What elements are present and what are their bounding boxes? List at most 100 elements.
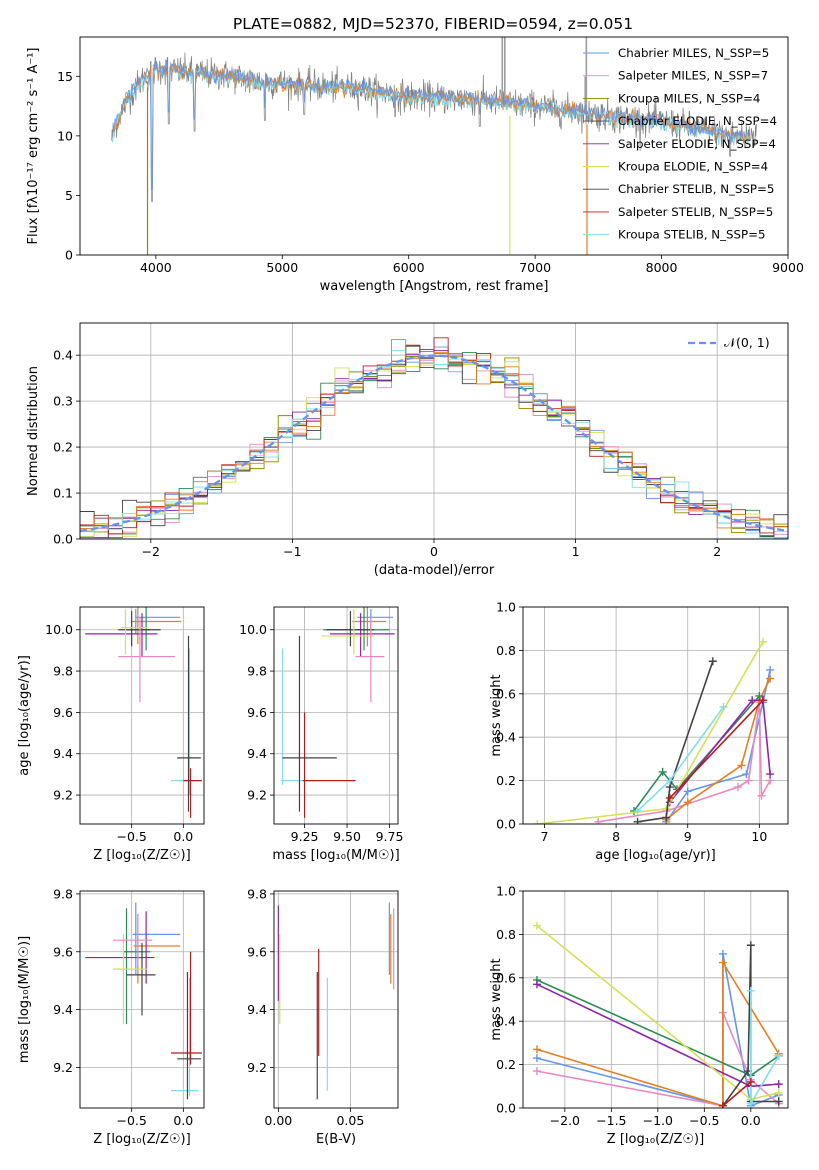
x-tick-label: 0.0 [173,829,193,844]
point-marker [718,1101,727,1108]
y-tick-label: 0.4 [496,730,516,745]
x-tick-label: −1.0 [643,1113,673,1128]
residuals-plot-area [80,337,788,539]
model-spectrum [111,59,751,190]
y-tick-label: 9.2 [247,1060,267,1075]
legend-entry: Salpeter MILES, N_SSP=7 [618,69,768,83]
legend-entry: 𝒩(0, 1) [724,335,770,350]
x-tick-label: 0.0 [741,1113,761,1128]
y-tick-label: 0.0 [496,1101,516,1116]
point-marker [708,657,717,666]
x-axis-label: mass [log₁₀(M/M☉)] [272,848,399,863]
x-tick-label: −0.5 [689,1113,719,1128]
y-tick-label: 9.2 [247,788,267,803]
x-tick-label: 4000 [140,260,172,275]
legend-entry: Chabrier STELIB, N_SSP=5 [618,182,774,196]
spectrum-plot-area [111,37,757,255]
y-tick-label: 10.0 [45,622,73,637]
x-tick-label: 2 [713,544,721,559]
mass_vs_ebv-panel: 0.00 0.05 9.2 9.4 9.6 9.8 E(B-V) [247,886,399,1147]
point-marker [718,949,727,958]
y-tick-label: 0.0 [496,817,516,832]
legend-entry: Kroupa ELODIE, N_SSP=4 [618,160,768,174]
point-marker [774,1088,783,1097]
x-tick-label: 1 [572,544,580,559]
mass-weight-line [633,695,760,812]
x-axis-label: Z [log₁₀(Z/Z☉)] [93,1132,190,1147]
legend-entry: Salpeter ELODIE, N_SSP=4 [618,137,776,151]
legend-entry: Chabrier MILES, N_SSP=5 [618,46,769,60]
mass_vs_ebv-plot-area [277,902,395,1100]
mass-weight-line [665,669,771,823]
point-marker [683,798,692,807]
axes-frame [273,606,399,825]
mass-weight-line [669,699,771,803]
axes-frame [273,890,399,1109]
axes-frame [79,890,205,1109]
x-axis-label: Z [log₁₀(Z/Z☉)] [93,848,190,863]
point-marker [683,787,692,796]
point-marker [766,770,775,779]
y-tick-label: 9.2 [53,1060,73,1075]
y-tick-label: 0.8 [496,927,516,942]
x-tick-label: −0.5 [116,829,146,844]
x-tick-label: −2.0 [550,1113,580,1128]
point-marker [662,813,671,822]
y-tick-label: 0 [65,248,73,263]
x-tick-label: 9.50 [333,829,361,844]
age_vs_mass-plot-area [280,607,395,818]
point-marker [746,1077,755,1086]
residuals-panel: −2 −1 0 1 2 0.0 0.1 0.2 0.3 0.4 (data-model)/error… [26,322,789,578]
x-tick-label: 5000 [266,260,298,275]
x-tick-label: 6000 [393,260,425,275]
point-marker [774,1080,783,1089]
point-marker [748,696,757,705]
x-tick-label: 9.25 [291,829,319,844]
point-marker [532,980,541,989]
y-tick-label: 9.2 [53,788,73,803]
mass_weight_vs_Z-plot-area [532,921,783,1108]
point-marker [719,702,728,711]
y-axis-label: age [log₁₀(age/yr)] [17,655,32,776]
y-tick-label: 9.8 [247,886,267,901]
mass-weight-line [722,1081,752,1107]
point-marker [533,820,542,824]
point-marker [532,1054,541,1063]
point-marker [733,783,742,792]
y-tick-label: 9.8 [53,886,73,901]
x-axis-label: Z [log₁₀(Z/Z☉)] [607,1132,704,1147]
point-marker [532,921,541,930]
x-tick-label: 10 [751,829,767,844]
model-spectrum [111,62,751,191]
point-marker [718,958,727,967]
age_vs_Z-plot-area [85,607,202,818]
y-tick-label: 1.0 [496,884,516,899]
x-tick-label: 7 [541,829,549,844]
y-tick-label: 0.6 [496,686,516,701]
x-tick-label: 9 [684,829,692,844]
x-tick-label: 9000 [772,260,804,275]
y-tick-label: 9.4 [247,1002,267,1017]
gaussian-curve [80,354,788,533]
x-axis-label: wavelength [Angstrom, rest frame] [320,279,549,294]
y-tick-label: 9.6 [53,705,73,720]
point-marker [774,1097,783,1106]
y-tick-label: 9.8 [53,664,73,679]
x-tick-label: 0 [430,544,438,559]
x-tick-label: −1 [283,544,301,559]
mass_vs_Z-panel: −0.5 0.0 9.2 9.4 9.6 9.8 Z [log₁₀(Z/Z☉)] mass [… [17,886,205,1147]
point-marker [758,696,767,705]
y-axis-label: Normed distribution [26,366,41,496]
x-tick-label: 7000 [519,260,551,275]
point-marker [746,941,755,950]
y-tick-label: 5 [65,188,73,203]
y-tick-label: 0.2 [53,440,73,455]
y-axis-label: mass weight [489,958,504,1040]
y-axis-label: mass weight [489,674,504,756]
y-tick-label: 0.2 [496,1057,516,1072]
point-marker [774,1051,783,1060]
point-marker [757,791,766,800]
x-axis-label: age [log₁₀(age/yr)] [595,848,716,863]
axes-frame [79,322,789,540]
